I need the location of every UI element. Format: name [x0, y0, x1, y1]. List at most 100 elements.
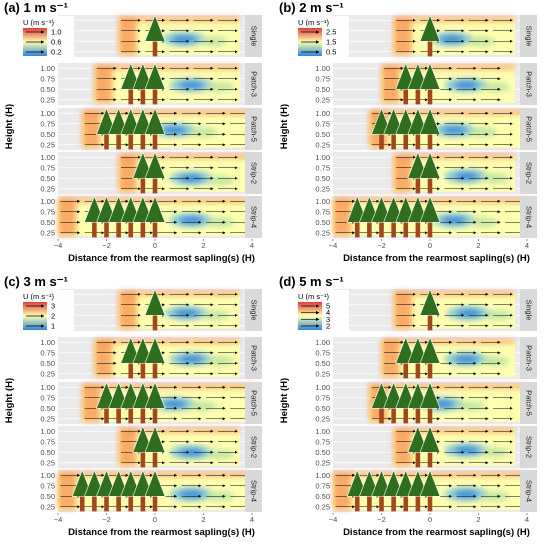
- facet-label: Patch-5: [250, 390, 259, 416]
- y-tick-label: 1.00: [315, 427, 330, 436]
- y-tick-label: 1.00: [40, 383, 55, 392]
- y-tick-label: 0.25: [40, 140, 55, 149]
- y-tick-label: 1.00: [40, 197, 55, 206]
- legend-value: 1.5: [326, 38, 336, 47]
- facet-patch-3: Patch-3 1.000.75 0.500.25: [40, 336, 262, 379]
- wind-arrows: [383, 66, 501, 102]
- facet-label: Patch-3: [525, 345, 534, 371]
- y-tick-label: 0.50: [315, 85, 330, 94]
- sapling-icon: [419, 14, 441, 57]
- legend: U (m s⁻¹)321: [20, 290, 74, 332]
- facet-label: Single: [250, 26, 259, 47]
- sapling-icon: [144, 107, 166, 150]
- y-tick-label: 0.25: [315, 140, 330, 149]
- facet-strip: [520, 337, 537, 379]
- wind-arrows: [396, 155, 513, 191]
- facet-label: Strip-2: [250, 436, 259, 458]
- facet-label: Patch-3: [250, 345, 259, 371]
- facet-label: Strip-4: [525, 206, 534, 228]
- y-tick-label: 0.50: [315, 218, 330, 227]
- y-tick-label: 1.00: [315, 109, 330, 118]
- panel-3: (c) 3 m s⁻¹Single1.000.750.500.25Patch-3…: [4, 274, 262, 538]
- legend: U (m s⁻¹)2.51.50.5: [295, 16, 349, 58]
- facet-strip: [520, 152, 537, 194]
- y-tick-label: 1.00: [315, 64, 330, 73]
- sapling-icon: [419, 336, 441, 379]
- wind-arrows: [396, 292, 513, 328]
- facet-strip: [520, 470, 537, 512]
- x-tick-label: −2: [102, 515, 111, 524]
- legend-value: 2.5: [326, 28, 336, 37]
- facet-strip-2: Strip-2 1.000.75 0.500.25: [315, 425, 537, 468]
- legend-value: 2: [326, 322, 330, 331]
- y-tick-label: 0.50: [315, 404, 330, 413]
- facet-label: Single: [250, 300, 259, 321]
- facet-patch-3: Patch-3 1.000.75 0.500.25: [315, 336, 537, 379]
- y-tick-label: 0.25: [40, 414, 55, 423]
- x-tick-label: 4: [525, 515, 529, 524]
- y-tick-label: 0.50: [315, 130, 330, 139]
- facet-label: Patch-5: [250, 116, 259, 142]
- y-tick-label: 0.75: [315, 437, 330, 446]
- facet-label: Patch-3: [525, 71, 534, 97]
- x-tick-label: 0: [153, 515, 157, 524]
- facet-label: Single: [525, 300, 534, 321]
- y-tick-label: 1.00: [315, 197, 330, 206]
- wind-arrows: [121, 292, 238, 328]
- x-tick-label: −2: [377, 241, 386, 250]
- facet-label: Strip-2: [525, 436, 534, 458]
- y-tick-label: 1.00: [315, 383, 330, 392]
- y-tick-label: 1.00: [40, 471, 55, 480]
- y-axis-label: Height (H): [4, 104, 15, 149]
- facet-strip-2: Strip-2 1.000.75 0.500.25: [315, 151, 537, 194]
- legend-title: U (m s⁻¹): [23, 292, 55, 301]
- panel-4: (d) 5 m s⁻¹Single1.000.750.500.25Patch-3…: [279, 274, 537, 538]
- velocity-field: [94, 339, 240, 377]
- facet-strip-4: Strip-4 1.000.75 0.500.25: [40, 469, 262, 512]
- y-tick-label: 0.75: [40, 163, 55, 172]
- facet-label: Strip-2: [250, 162, 259, 184]
- facet-label: Patch-5: [525, 390, 534, 416]
- legend-value: 0.5: [326, 48, 336, 57]
- y-tick-label: 0.75: [40, 119, 55, 128]
- facet-single: Single1.000.750.500.25: [40, 14, 262, 57]
- x-tick-label: −4: [329, 241, 338, 250]
- facet-label: Strip-2: [525, 162, 534, 184]
- facet-single: Single1.000.750.500.25: [315, 14, 537, 57]
- sapling-icon: [144, 195, 166, 238]
- x-tick-label: −4: [329, 515, 338, 524]
- facet-strip: [245, 337, 262, 379]
- x-tick-label: 2: [201, 241, 205, 250]
- sapling-icon: [144, 425, 166, 468]
- sapling-icon: [144, 336, 166, 379]
- legend-value: 1: [51, 322, 55, 331]
- y-tick-label: 0.25: [315, 502, 330, 511]
- facet-strip: [520, 63, 537, 105]
- y-tick-label: 0.50: [40, 130, 55, 139]
- facet-strip: [245, 152, 262, 194]
- legend-value: 2: [51, 312, 55, 321]
- y-tick-label: 0.50: [40, 359, 55, 368]
- y-tick-label: 0.75: [40, 348, 55, 357]
- x-tick-label: 4: [250, 515, 254, 524]
- y-tick-label: 0.75: [315, 348, 330, 357]
- y-tick-label: 0.25: [40, 228, 55, 237]
- x-tick-label: −4: [54, 515, 63, 524]
- x-tick-label: 0: [428, 515, 432, 524]
- y-tick-label: 1.00: [315, 471, 330, 480]
- legend-value: 1.0: [51, 28, 61, 37]
- velocity-field: [118, 17, 240, 55]
- facet-patch-3: Patch-3 1.000.75 0.500.25: [315, 62, 537, 105]
- sapling-icon: [419, 195, 441, 238]
- y-axis-label: Height (H): [4, 378, 15, 423]
- y-tick-label: 0.75: [40, 393, 55, 402]
- y-tick-label: 1.00: [40, 427, 55, 436]
- y-tick-label: 0.50: [315, 492, 330, 501]
- sapling-icon: [419, 425, 441, 468]
- y-tick-label: 0.50: [40, 492, 55, 501]
- facet-strip-2: Strip-2 1.000.75 0.500.25: [40, 425, 262, 468]
- y-tick-label: 1.00: [315, 153, 330, 162]
- sapling-icon: [419, 469, 441, 512]
